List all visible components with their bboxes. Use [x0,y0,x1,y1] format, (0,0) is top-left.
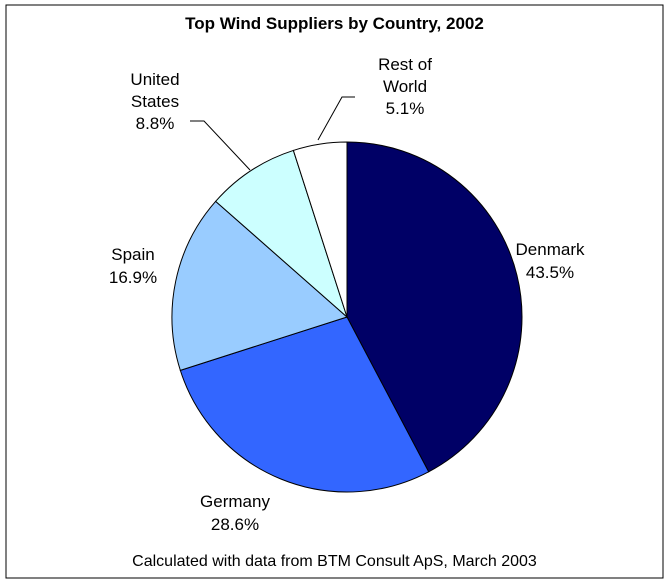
value-label: 5.1% [385,99,425,118]
slice-label: Germany [200,492,270,511]
leader-line [317,96,355,141]
slice-label: Spain [111,245,155,264]
pie [171,141,523,493]
source-note: Calculated with data from BTM Consult Ap… [132,553,537,570]
pie-slice [179,316,430,493]
pie-slice [346,141,523,473]
value-label: 43.5% [525,263,575,282]
slice-label: Denmark [515,240,585,259]
chart-title: Top Wind Suppliers by Country, 2002 [185,14,484,33]
pie-slice [171,200,348,371]
pie-slice [214,149,349,319]
value-label: 28.6% [210,515,260,534]
slice-label: Rest of World [378,55,432,96]
pie-slice [292,141,348,318]
value-label: 8.8% [135,114,175,133]
slice-label: United States [130,70,180,111]
leader-line [190,120,251,171]
value-label: 16.9% [108,268,158,287]
